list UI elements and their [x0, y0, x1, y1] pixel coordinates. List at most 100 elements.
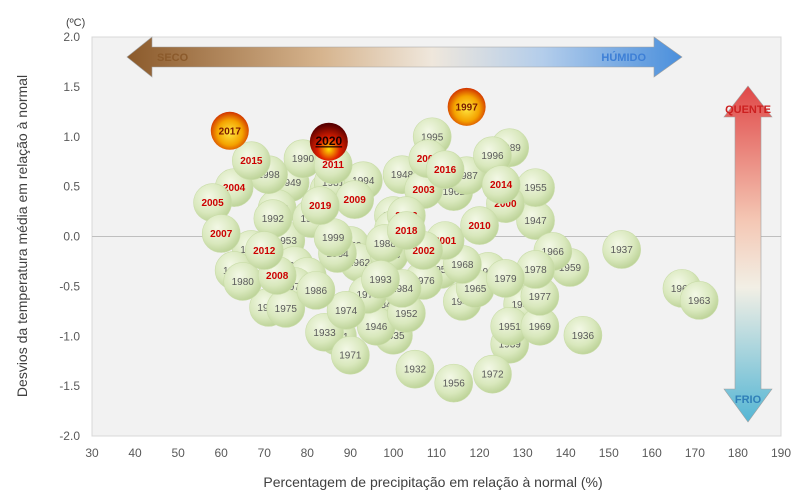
point-label: 1971	[339, 351, 362, 362]
point-label: 1999	[322, 233, 345, 244]
point-label: 1961	[443, 187, 466, 198]
point-marker	[481, 165, 521, 204]
x-tick-label: 170	[685, 446, 705, 460]
point-label: 2019	[309, 201, 332, 212]
point-label: 2017	[219, 126, 242, 137]
point-label: 1965	[464, 284, 487, 295]
x-tick-label: 70	[258, 446, 272, 460]
point-marker	[395, 349, 435, 389]
point-marker	[210, 111, 249, 150]
point-label: 2012	[253, 246, 276, 257]
point-label: 1984	[391, 284, 414, 295]
point-marker	[300, 186, 340, 225]
point-label: 1960	[671, 284, 694, 295]
seco-label: SECO	[157, 52, 189, 64]
data-point: 1937	[602, 230, 641, 269]
point-marker	[331, 335, 370, 375]
point-marker	[447, 87, 486, 126]
data-point: 2014	[481, 165, 521, 204]
data-point: 1979	[486, 259, 525, 298]
x-tick-label: 190	[771, 446, 791, 460]
x-tick-label: 160	[642, 446, 662, 460]
y-tick-label: -1.5	[59, 379, 80, 393]
y-tick-label: 1.5	[63, 80, 80, 94]
data-point: 2018	[387, 211, 426, 250]
y-unit-label: (ºC)	[66, 17, 85, 29]
point-label: 1968	[451, 260, 474, 271]
data-point: 2012	[244, 231, 284, 270]
data-point: 1951	[490, 306, 530, 346]
point-label: 2006	[417, 154, 440, 165]
point-label: 1996	[481, 151, 504, 162]
point-label: 1956	[443, 379, 466, 390]
dryness-arrow: SECO HÚMIDO	[126, 36, 683, 78]
data-point: 2016	[425, 150, 465, 189]
point-label: 1951	[499, 322, 522, 333]
x-tick-label: 50	[171, 446, 185, 460]
point-label: 2001	[434, 236, 457, 247]
quente-label: QUENTE	[725, 104, 771, 116]
x-tick-label: 30	[85, 446, 99, 460]
point-label: 1948	[391, 170, 414, 181]
x-tick-label: 60	[215, 446, 229, 460]
point-label: 1986	[305, 286, 328, 297]
point-label: 2018	[395, 226, 418, 237]
humido-label: HÚMIDO	[601, 51, 646, 64]
point-label: 2014	[490, 180, 513, 191]
data-point: 1969	[520, 306, 560, 346]
x-tick-label: 40	[128, 446, 142, 460]
point-label: 1947	[524, 216, 547, 227]
point-label: 2011	[322, 160, 344, 171]
x-tick-label: 140	[556, 446, 576, 460]
point-label: 2008	[266, 271, 289, 282]
data-point: 2007	[201, 214, 241, 253]
point-marker	[387, 211, 426, 250]
point-marker	[563, 315, 603, 355]
point-label: 1973	[283, 282, 306, 293]
temperature-arrow: QUENTE FRIO	[723, 85, 773, 423]
data-point: 2015	[232, 141, 271, 180]
x-axis-title: Percentagem de precipitação em relação à…	[263, 474, 602, 490]
point-label: 2020	[315, 134, 342, 148]
y-axis-title: Desvios da temperatura média em relação …	[14, 75, 30, 397]
point-marker	[460, 206, 499, 245]
point-marker	[486, 259, 525, 298]
data-point: 2017	[210, 111, 249, 150]
point-label: 1935	[382, 331, 405, 342]
point-label: 1966	[542, 247, 565, 258]
frio-label: FRIO	[735, 394, 762, 406]
data-point: 1986	[296, 271, 336, 310]
point-label: 1933	[313, 328, 336, 339]
point-label: 1949	[279, 178, 302, 189]
point-marker	[425, 150, 465, 189]
point-label: 1972	[481, 370, 504, 381]
point-label: 1975	[275, 304, 298, 315]
x-tick-label: 180	[728, 446, 748, 460]
point-label: 1988	[374, 239, 397, 250]
point-marker	[361, 260, 400, 299]
point-label: 1998	[257, 170, 280, 181]
x-tick-label: 120	[470, 446, 490, 460]
y-axis-ticks: 2.0 1.5 1.0 0.5 0.0 -0.5 -1.0 -1.5 -2.0	[59, 30, 80, 443]
data-point: 1936	[563, 315, 603, 355]
y-tick-label: -0.5	[59, 279, 80, 293]
point-marker	[602, 230, 641, 269]
point-label: 1969	[529, 322, 552, 333]
x-tick-label: 130	[513, 446, 533, 460]
data-point: 2019	[300, 186, 340, 225]
x-tick-label: 90	[344, 446, 358, 460]
point-marker	[679, 281, 719, 320]
point-marker	[434, 363, 474, 403]
data-point: 1956	[434, 363, 474, 403]
point-label: 1952	[395, 309, 418, 320]
x-tick-label: 100	[383, 446, 403, 460]
data-point: 2010	[460, 206, 499, 245]
point-label: 1979	[494, 274, 517, 285]
point-label: 1977	[529, 292, 552, 303]
point-label: 2010	[468, 221, 491, 232]
point-label: 1994	[352, 176, 375, 187]
point-label: 2007	[210, 229, 233, 240]
point-label: 1932	[404, 365, 427, 376]
point-label: 1992	[262, 214, 285, 225]
